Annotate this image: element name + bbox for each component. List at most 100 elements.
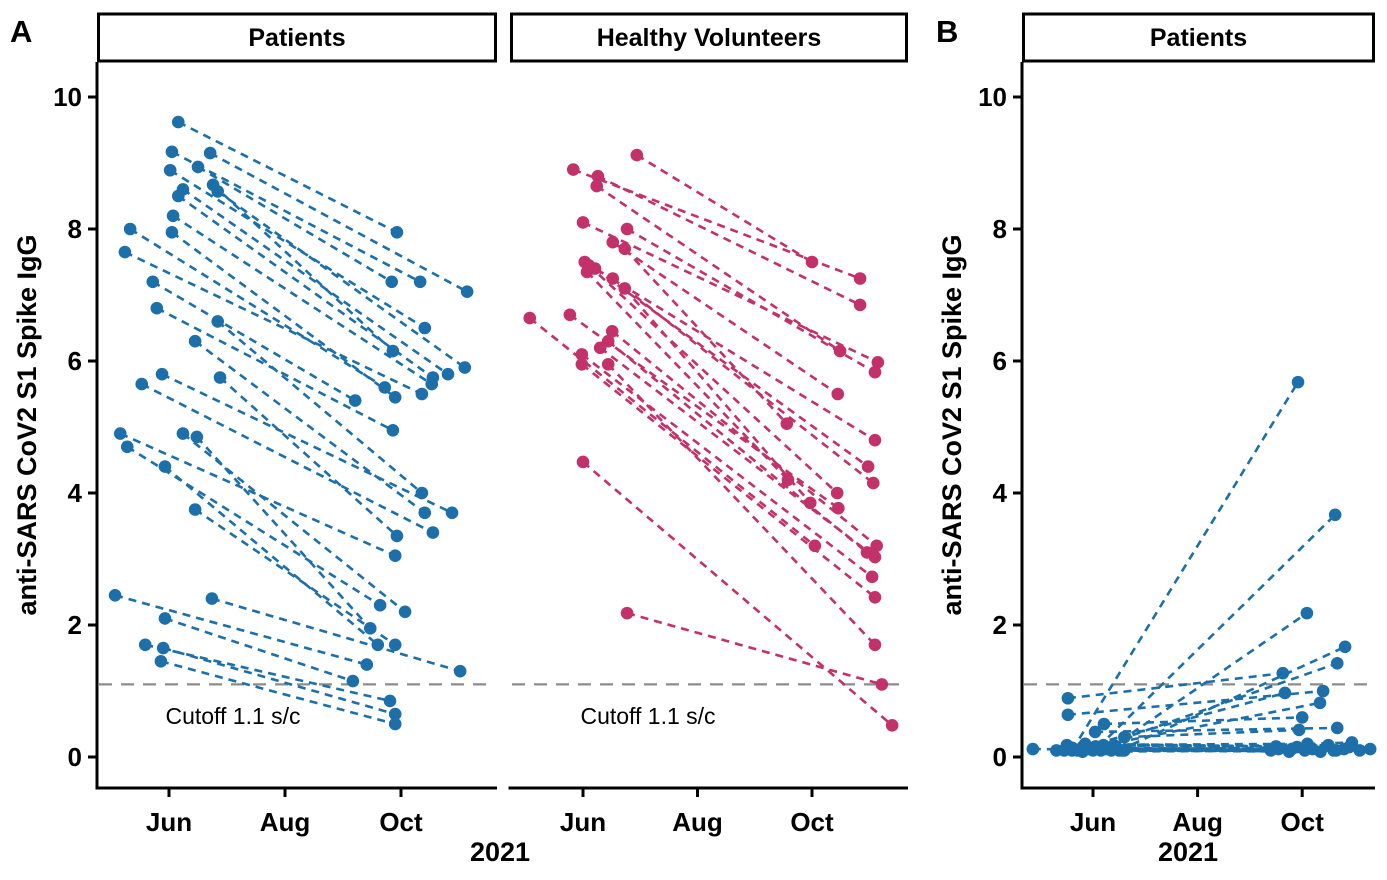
pair-line <box>636 153 813 264</box>
data-point-visit2 <box>1301 737 1314 751</box>
pair-line <box>209 151 468 293</box>
data-point-visit1 <box>591 169 605 183</box>
pair-line <box>161 373 453 514</box>
y-axis-tick-label: 8 <box>993 214 1007 244</box>
data-point-visit2 <box>386 424 400 437</box>
data-point-visit2 <box>398 605 412 619</box>
y-axis-tick-label: 0 <box>68 742 82 772</box>
data-point-visit2 <box>1353 744 1367 757</box>
pair-line <box>129 227 386 389</box>
pair-line <box>1103 716 1303 726</box>
data-point-visit1 <box>606 235 620 249</box>
pair-line <box>124 250 423 396</box>
data-point-visit1 <box>135 377 149 391</box>
pair-line <box>169 169 426 330</box>
y-axis-tick-label: 4 <box>993 478 1008 508</box>
data-point-visit1 <box>1060 738 1074 752</box>
data-point-visit1 <box>601 358 615 371</box>
x-axis-tick-label: Aug <box>260 807 311 837</box>
data-point-visit2 <box>808 539 822 553</box>
pair-line <box>194 508 396 646</box>
data-point-visit2 <box>780 417 794 431</box>
pair-line <box>164 617 354 683</box>
pair-line <box>597 175 861 307</box>
data-point-visit1 <box>563 308 577 322</box>
x-axis-tick-label: Oct <box>790 807 834 837</box>
pair-line <box>607 363 876 646</box>
pair-line <box>212 183 394 353</box>
data-point-visit1 <box>113 427 127 440</box>
data-point-visit2 <box>346 674 360 688</box>
data-point-visit2 <box>363 622 377 635</box>
pair-line <box>216 320 423 494</box>
data-point-visit1 <box>158 460 172 473</box>
pair-line <box>582 221 879 364</box>
data-point-visit1 <box>123 222 137 236</box>
data-point-visit2 <box>1330 721 1344 735</box>
pair-line <box>177 194 434 379</box>
pair-line <box>599 346 876 559</box>
data-point-visit1 <box>211 315 225 328</box>
data-point-visit2 <box>415 486 429 500</box>
data-point-visit2 <box>1285 742 1299 756</box>
y-axis-tick-label: 6 <box>68 346 82 376</box>
data-point-visit1 <box>630 148 644 162</box>
pair-line <box>594 267 869 468</box>
data-point-visit1 <box>211 185 225 198</box>
data-point-visit2 <box>388 707 402 721</box>
data-point-visit2 <box>388 549 402 562</box>
data-point-visit1 <box>523 311 537 325</box>
data-point-visit1 <box>155 367 169 381</box>
data-point-visit1 <box>205 592 219 605</box>
x-axis-title-b: 2021 <box>1158 837 1218 867</box>
data-point-visit2 <box>781 473 795 487</box>
pair-line <box>581 363 876 599</box>
data-point-visit2 <box>868 638 882 652</box>
pair-line <box>211 597 461 673</box>
panel-annotations: A B 2021 2021 anti-SARS CoV2 S1 Spike IgG ant… <box>10 14 1218 867</box>
data-point-visit2 <box>383 694 397 708</box>
data-point-visit2 <box>386 344 400 358</box>
data-points <box>1026 375 1377 759</box>
pair-line <box>582 460 893 727</box>
data-point-visit2 <box>875 678 889 691</box>
data-point-visit2 <box>378 381 392 394</box>
pair-line <box>152 280 356 402</box>
x-axis-tick-label: Oct <box>1281 807 1325 837</box>
data-point-visit2 <box>853 298 867 312</box>
facet-healthy-volunteers-a: Healthy Volunteers Cutoff 1.1 s/c Jun Aug Oc… <box>508 12 908 837</box>
data-point-visit2 <box>805 255 819 269</box>
pair-line <box>623 287 812 504</box>
x-axis-title-a: 2021 <box>470 837 530 867</box>
data-point-visit2 <box>871 356 885 369</box>
data-point-visit2 <box>388 391 402 404</box>
data-point-visit1 <box>618 282 632 295</box>
data-point-visit1 <box>1118 744 1131 757</box>
pair-line <box>195 436 372 630</box>
pair-line <box>177 120 398 234</box>
data-point-visit1 <box>171 115 185 129</box>
data-point-visit2 <box>870 539 883 553</box>
data-point-visit2 <box>1328 508 1342 522</box>
pair-line <box>182 188 449 376</box>
data-point-visit1 <box>118 245 132 259</box>
pair-lines <box>528 153 893 727</box>
pair-line <box>216 190 466 369</box>
data-point-visit2 <box>445 506 459 520</box>
data-point-visit1 <box>1078 737 1092 751</box>
data-point-visit2 <box>831 387 845 401</box>
y-axis-tick-label: 2 <box>993 610 1007 640</box>
pair-lines <box>1032 381 1371 754</box>
data-point-visit1 <box>150 301 164 315</box>
y-axis-tick-label: 8 <box>68 214 82 244</box>
data-point-visit2 <box>1269 740 1283 753</box>
pair-line <box>1070 381 1300 752</box>
y-axis-tick-label: 2 <box>68 610 82 640</box>
pair-line <box>160 660 396 726</box>
data-point-visit2 <box>1338 640 1352 654</box>
data-point-visit2 <box>413 275 427 289</box>
data-point-visit1 <box>146 275 160 289</box>
data-point-visit1 <box>575 348 589 361</box>
cutoff-label: Cutoff 1.1 s/c <box>165 703 300 729</box>
